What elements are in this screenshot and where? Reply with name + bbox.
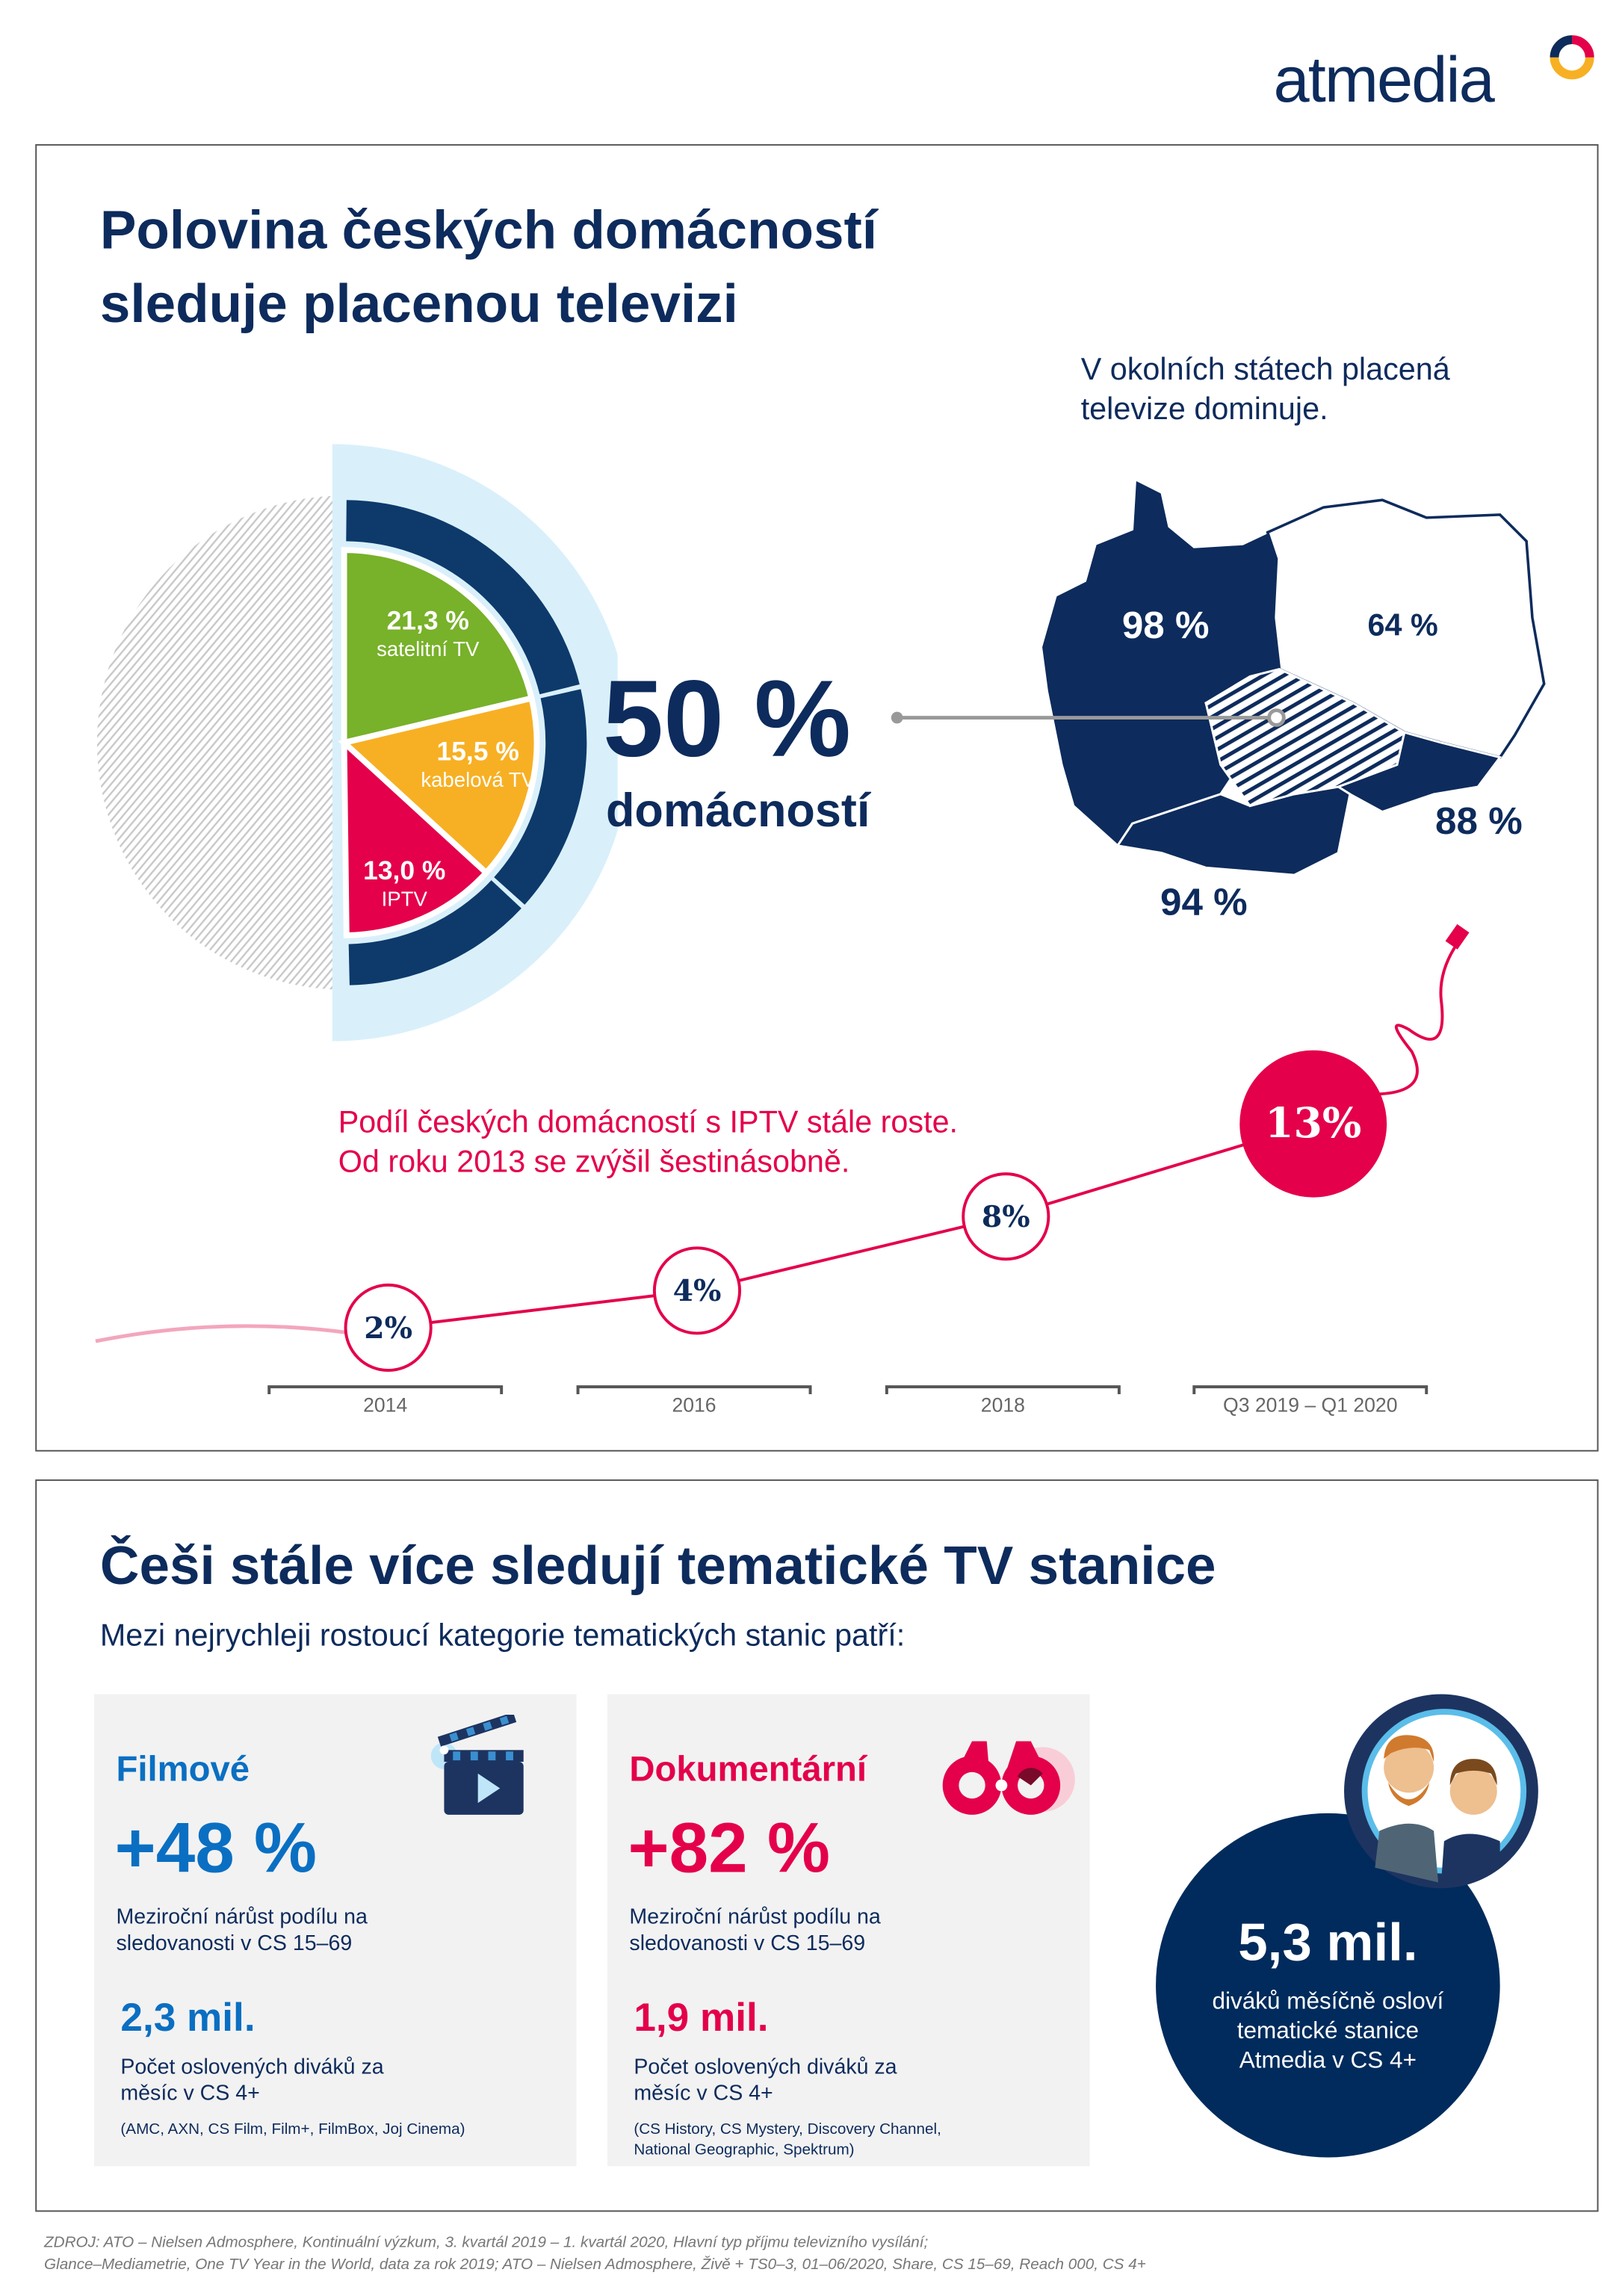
pie-ring-segment [346,500,580,695]
card-reach: 2,3 mil. [120,1995,256,2040]
central-europe-map [891,477,1546,876]
iptv-series-line [388,1122,1314,1329]
card-growth: +48 % [114,1810,318,1889]
pie-slice [341,547,536,746]
data-point-label: 13% [1265,1098,1361,1147]
x-axis-label: 2014 [363,1393,408,1417]
pie-slice [338,694,540,877]
card-documentary: Dokumentární +82 % Meziroční nárůst podí… [607,1694,1090,2167]
clapperboard-icon [430,1715,524,1815]
source-line-2: Glance–Mediametrie, One TV Year in the W… [44,2256,1146,2274]
card-description: Meziroční nárůst podílu na sledovanosti v… [116,1905,368,1956]
pie-value-label: 21,3 % [386,605,469,636]
data-point [962,1172,1050,1261]
connector-end-marker [1267,708,1286,727]
x-axis-label: 2018 [980,1393,1025,1417]
card-category: Dokumentární [629,1750,867,1790]
data-point [344,1283,433,1373]
non-paid-half [96,495,344,990]
pie-slice [341,735,491,938]
connector-start-dot [891,711,903,724]
data-point-label: 4% [673,1274,722,1308]
map-czechia [1204,668,1406,808]
pie-category-label: kabelová TV [421,767,536,791]
card-channels: (CS History, CS Mystery, Discovery Chann… [634,2120,941,2159]
viewers-badge [1156,1694,1538,2158]
total-reach-value: 5,3 mil. [1238,1911,1418,1972]
map-caption: V okolních státech placená televize domi… [1080,353,1450,427]
data-point-label: 2% [364,1311,412,1346]
data-point-label: 8% [982,1200,1030,1234]
card-growth: +82 % [628,1810,830,1889]
logo-mark-icon [1550,35,1594,80]
map-label-slovakia: 88 % [1435,798,1523,843]
paid-tv-share-value: 50 % [603,657,851,780]
total-reach-text: 5,3 mil. diváků měsíčně osloví tematické… [1156,1912,1500,2076]
plug-icon [1445,923,1470,950]
axis-bracket [1192,1385,1428,1394]
card-reach-description: Počet oslovených diváků za měsíc v CS 4+ [634,2055,897,2106]
card-category: Filmové [116,1750,250,1790]
pie-value-label: 13,0 % [363,855,446,885]
section1-title: Polovina českých domácností sleduje plac… [99,199,878,334]
card-channels: (AMC, AXN, CS Film, Film+, FilmBox, Joj … [120,2120,465,2138]
iptv-line-chart: 2% 4% 8% 13% [95,923,1470,1394]
data-point [652,1246,742,1335]
axis-bracket [885,1385,1121,1394]
data-point [1239,1050,1387,1198]
atmedia-logo: atmedia [1273,44,1495,117]
pie-ring-segment [494,689,587,905]
pie-category-label: IPTV [381,886,427,911]
pie-category-label: satelitní TV [377,637,480,660]
map-austria [1115,785,1352,876]
map-label-germany: 98 % [1121,603,1210,648]
pie-ring-segment [348,880,521,985]
pie-value-label: 15,5 % [436,737,519,767]
x-axis-label: 2016 [672,1393,716,1417]
section2-subtitle: Mezi nejrychleji rostoucí kategorie tema… [99,1619,906,1653]
iptv-growth-caption: Podíl českých domácností s IPTV stále ro… [338,1106,959,1180]
axis-bracket [576,1385,812,1394]
x-axis-label: Q3 2019 – Q1 2020 [1223,1393,1398,1417]
axis-bracket [267,1385,504,1394]
binoculars-icon [942,1741,1075,1815]
section2-title: Češi stále více sledují tematické TV sta… [99,1535,1216,1596]
map-poland [1266,498,1546,759]
lead-in-line [95,1324,346,1343]
card-film: Filmové +48 % Meziroční nárůst podílu na… [93,1694,577,2167]
card-reach-description: Počet oslovených diváků za měsíc v CS 4+ [120,2055,384,2106]
tv-type-pie-chart [96,444,618,1042]
card-description: Meziroční nárůst podílu na sledovanosti v… [629,1905,881,1956]
cable-line [1367,940,1461,1096]
map-label-austria: 94 % [1160,879,1248,924]
card-reach: 1,9 mil. [634,1995,769,2040]
paid-tv-share-label: domácností [605,784,870,837]
people-icon [1375,1735,1500,1883]
source-line-1: ZDROJ: ATO – Nielsen Admosphere, Kontinu… [44,2233,929,2252]
map-label-poland: 64 % [1367,608,1438,643]
